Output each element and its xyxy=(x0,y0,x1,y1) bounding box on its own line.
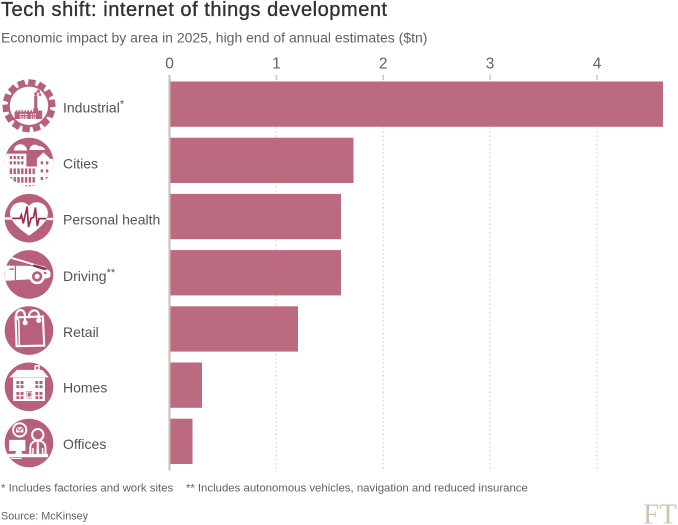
svg-text:Tech shift: internet of things: Tech shift: internet of things developme… xyxy=(1,0,388,21)
svg-text:2: 2 xyxy=(379,56,388,73)
svg-text:Retail: Retail xyxy=(63,324,99,340)
svg-text:Source: McKinsey: Source: McKinsey xyxy=(1,511,89,523)
svg-text:Personal health: Personal health xyxy=(63,212,160,228)
svg-text:Driving**: Driving** xyxy=(63,267,116,284)
svg-text:4: 4 xyxy=(593,56,602,73)
svg-text:Economic impact by area in 202: Economic impact by area in 2025, high en… xyxy=(1,30,427,46)
svg-text:0: 0 xyxy=(165,56,174,73)
svg-text:Cities: Cities xyxy=(63,156,98,172)
svg-text:1: 1 xyxy=(272,56,281,73)
svg-text:3: 3 xyxy=(486,56,495,73)
svg-text:* Includes factories and work: * Includes factories and work sites ** I… xyxy=(1,483,528,495)
svg-text:Offices: Offices xyxy=(63,436,106,452)
svg-text:FT: FT xyxy=(643,499,677,525)
svg-text:Homes: Homes xyxy=(63,380,107,396)
svg-text:Industrial*: Industrial* xyxy=(63,98,125,115)
